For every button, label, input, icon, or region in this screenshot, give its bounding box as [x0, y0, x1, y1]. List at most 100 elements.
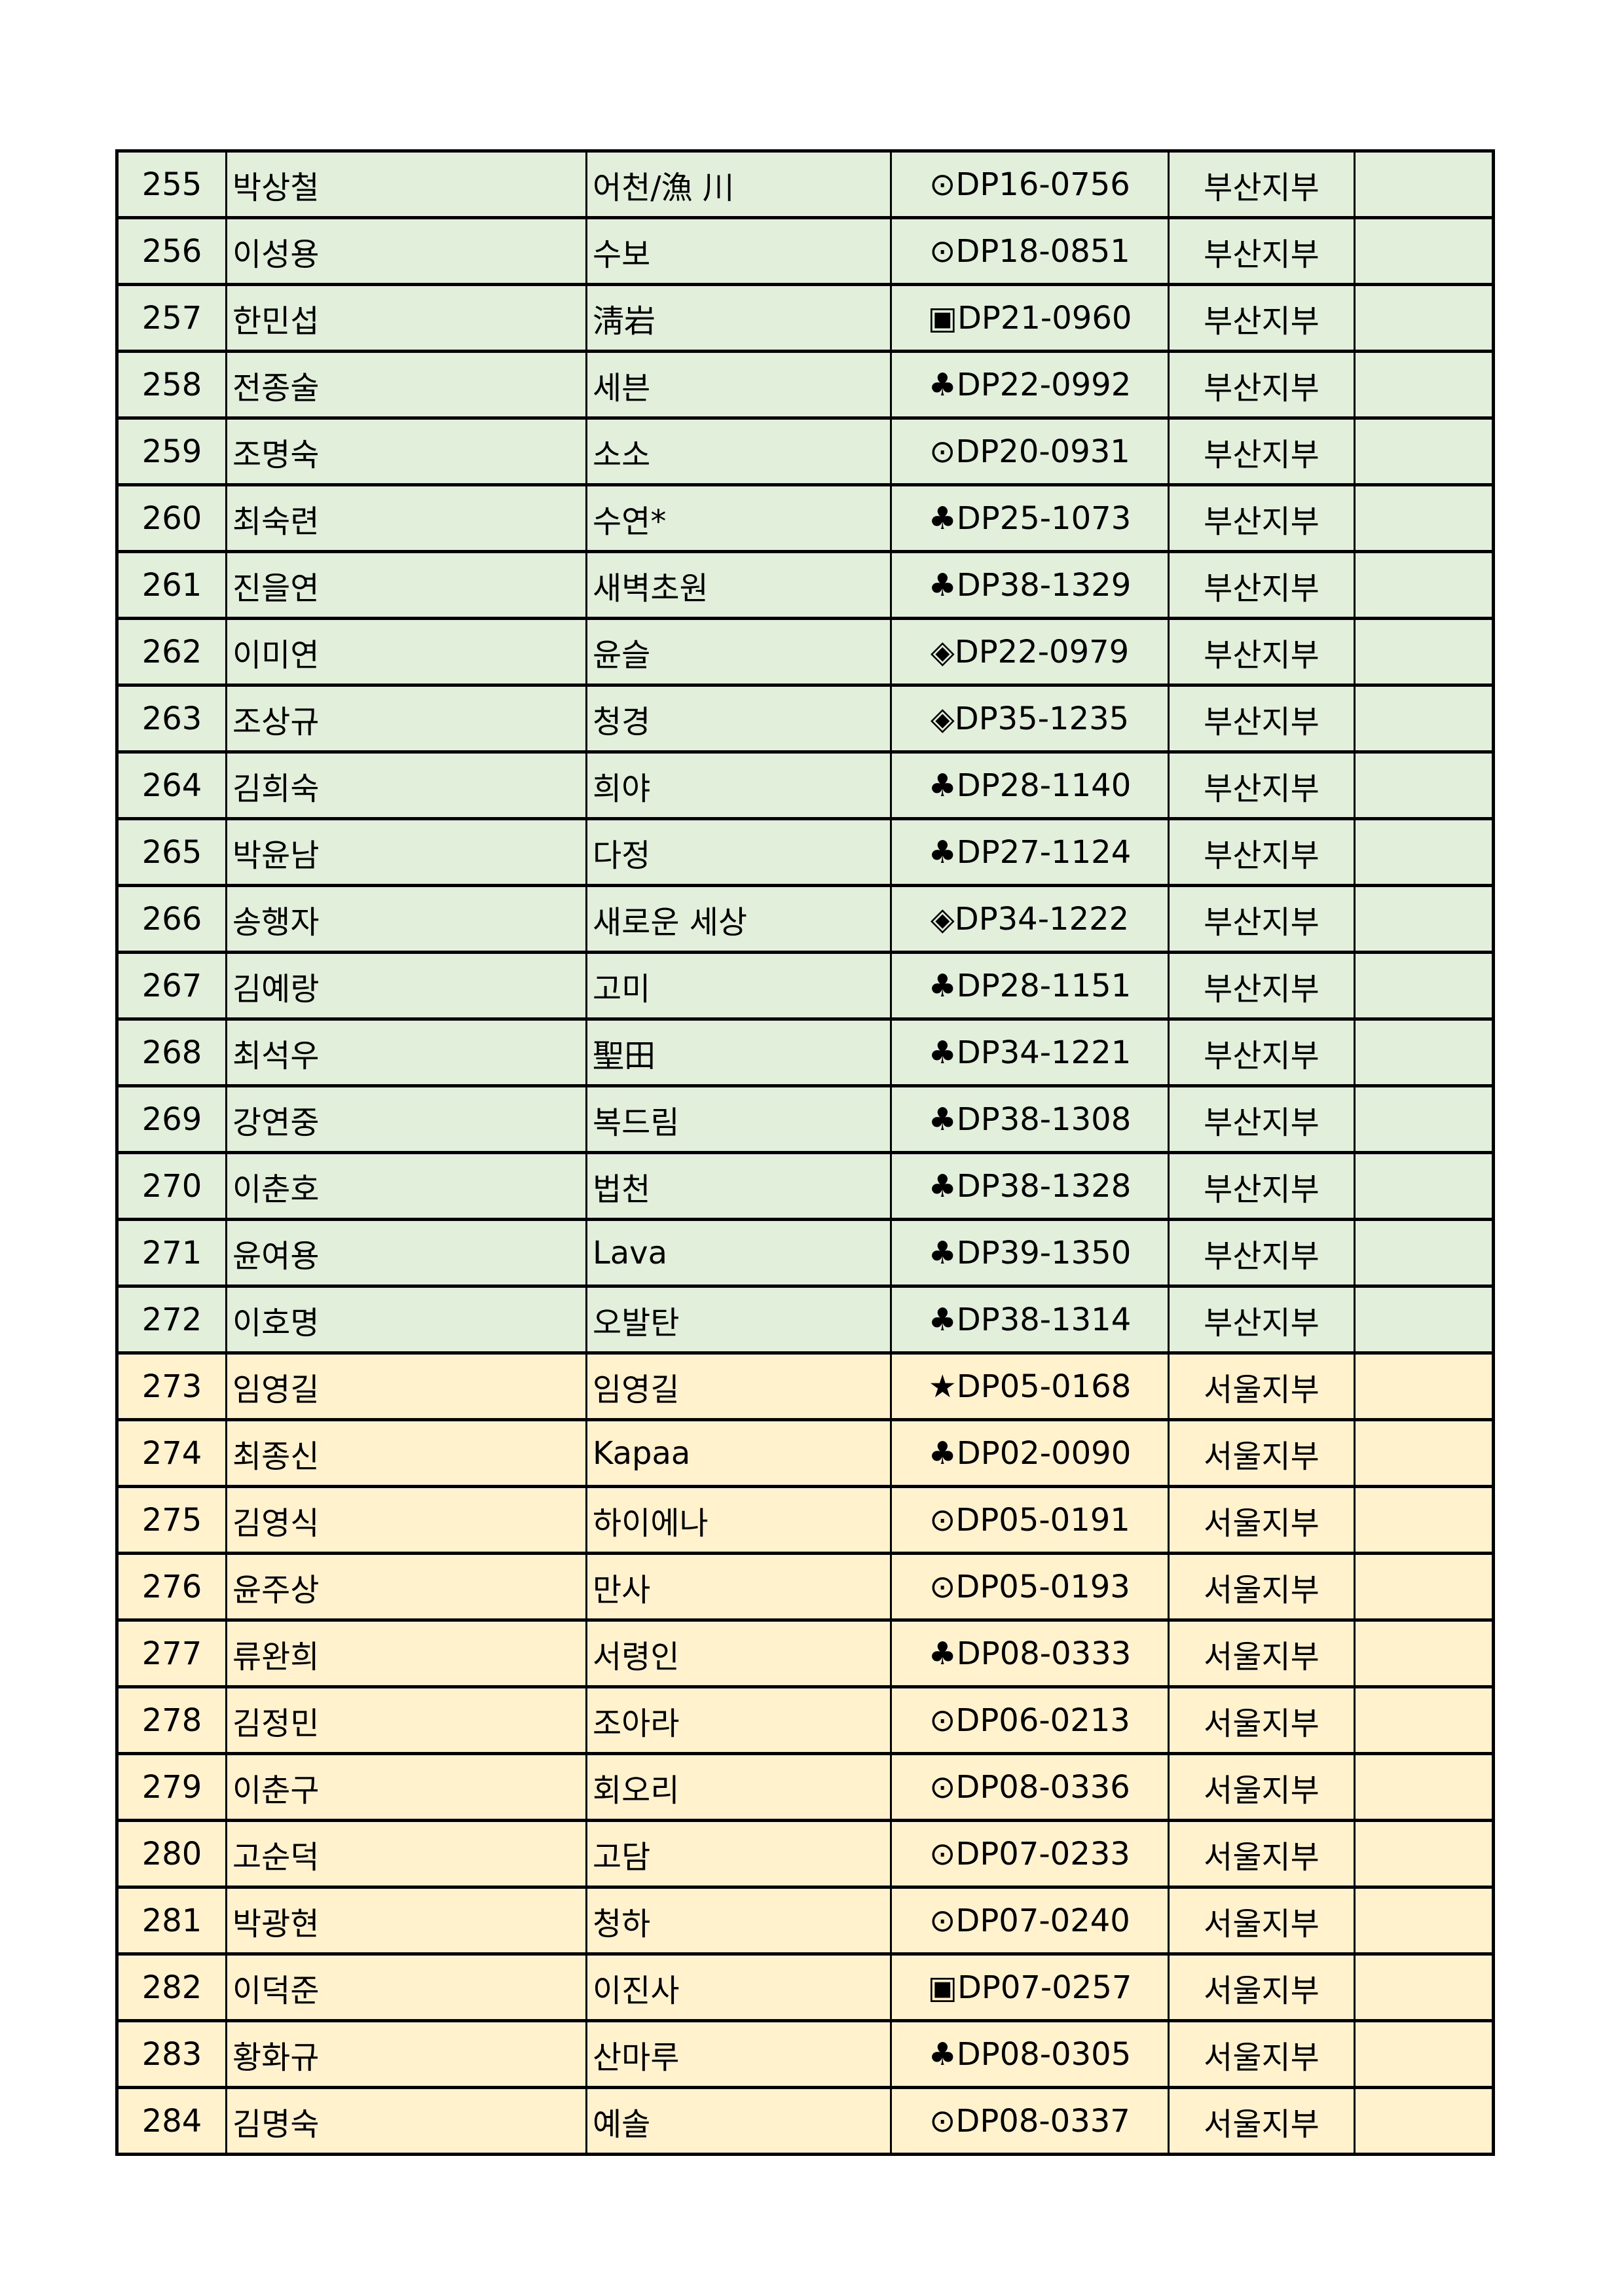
name-cell: 조명숙: [225, 416, 587, 486]
no-cell: 259: [116, 416, 227, 486]
note-cell: [1354, 1017, 1494, 1087]
code-cell: ♣DP38-1328: [890, 1151, 1170, 1221]
name-cell: 최종신: [225, 1418, 587, 1488]
branch-cell: 부산지부: [1168, 750, 1356, 820]
nickname-cell: 오발탄: [585, 1285, 892, 1355]
code-cell: ★DP05-0168: [890, 1351, 1170, 1421]
nickname-cell: 고미: [585, 951, 892, 1021]
table-row: 269 강연중 복드림 ♣DP38-1308 부산지부: [116, 1084, 1494, 1154]
branch-cell: 부산지부: [1168, 550, 1356, 620]
table-row: 274 최종신 Kapaa ♣DP02-0090 서울지부: [116, 1418, 1494, 1488]
name-cell: 이미연: [225, 617, 587, 687]
nickname-cell: 만사: [585, 1552, 892, 1622]
branch-cell: 부산지부: [1168, 350, 1356, 420]
code-cell: ⊙DP08-0337: [890, 2086, 1170, 2156]
branch-cell: 부산지부: [1168, 683, 1356, 754]
code-cell: ⊙DP06-0213: [890, 1685, 1170, 1755]
table-row: 267 김예랑 고미 ♣DP28-1151 부산지부: [116, 951, 1494, 1021]
code-cell: ⊙DP07-0240: [890, 1886, 1170, 1956]
no-cell: 276: [116, 1552, 227, 1622]
table-row: 276 윤주상 만사 ⊙DP05-0193 서울지부: [116, 1552, 1494, 1622]
nickname-cell: 윤슬: [585, 617, 892, 687]
code-cell: ♣DP08-0305: [890, 2019, 1170, 2089]
branch-cell: 부산지부: [1168, 216, 1356, 286]
no-cell: 281: [116, 1886, 227, 1956]
branch-cell: 부산지부: [1168, 483, 1356, 553]
name-cell: 이성용: [225, 216, 587, 286]
branch-cell: 서울지부: [1168, 1418, 1356, 1488]
name-cell: 이춘호: [225, 1151, 587, 1221]
name-cell: 박광현: [225, 1886, 587, 1956]
code-cell: ◈DP34-1222: [890, 884, 1170, 954]
nickname-cell: 새벽초원: [585, 550, 892, 620]
note-cell: [1354, 1552, 1494, 1622]
no-cell: 278: [116, 1685, 227, 1755]
note-cell: [1354, 1952, 1494, 2022]
name-cell: 한민섭: [225, 283, 587, 353]
no-cell: 264: [116, 750, 227, 820]
name-cell: 김영식: [225, 1485, 587, 1555]
no-cell: 256: [116, 216, 227, 286]
note-cell: [1354, 1752, 1494, 1822]
note-cell: [1354, 1151, 1494, 1221]
table-row: 270 이춘호 법천 ♣DP38-1328 부산지부: [116, 1151, 1494, 1221]
branch-cell: 서울지부: [1168, 1351, 1356, 1421]
no-cell: 271: [116, 1218, 227, 1288]
code-cell: ▣DP21-0960: [890, 283, 1170, 353]
code-cell: ⊙DP20-0931: [890, 416, 1170, 486]
name-cell: 이호명: [225, 1285, 587, 1355]
note-cell: [1354, 350, 1494, 420]
table-row: 281 박광현 청하 ⊙DP07-0240 서울지부: [116, 1886, 1494, 1956]
branch-cell: 서울지부: [1168, 2019, 1356, 2089]
no-cell: 260: [116, 483, 227, 553]
nickname-cell: Lava: [585, 1218, 892, 1288]
no-cell: 263: [116, 683, 227, 754]
table-row: 256 이성용 수보 ⊙DP18-0851 부산지부: [116, 216, 1494, 286]
no-cell: 275: [116, 1485, 227, 1555]
table-row: 278 김정민 조아라 ⊙DP06-0213 서울지부: [116, 1685, 1494, 1755]
table-row: 268 최석우 聖田 ♣DP34-1221 부산지부: [116, 1017, 1494, 1087]
code-cell: ♣DP39-1350: [890, 1218, 1170, 1288]
note-cell: [1354, 817, 1494, 887]
table-row: 261 진을연 새벽초원 ♣DP38-1329 부산지부: [116, 550, 1494, 620]
name-cell: 김명숙: [225, 2086, 587, 2156]
code-cell: ♣DP34-1221: [890, 1017, 1170, 1087]
name-cell: 조상규: [225, 683, 587, 754]
table-row: 282 이덕준 이진사 ▣DP07-0257 서울지부: [116, 1952, 1494, 2022]
branch-cell: 서울지부: [1168, 1752, 1356, 1822]
name-cell: 박윤남: [225, 817, 587, 887]
name-cell: 송행자: [225, 884, 587, 954]
table-row: 279 이춘구 회오리 ⊙DP08-0336 서울지부: [116, 1752, 1494, 1822]
no-cell: 282: [116, 1952, 227, 2022]
nickname-cell: 청하: [585, 1886, 892, 1956]
table-row: 264 김희숙 희야 ♣DP28-1140 부산지부: [116, 750, 1494, 820]
note-cell: [1354, 1886, 1494, 1956]
note-cell: [1354, 416, 1494, 486]
member-table: 255 박상철 어천/漁 川 ⊙DP16-0756 부산지부 256 이성용 수보 ⊙DP18-…: [115, 149, 1495, 2156]
code-cell: ◈DP35-1235: [890, 683, 1170, 754]
no-cell: 283: [116, 2019, 227, 2089]
no-cell: 272: [116, 1285, 227, 1355]
nickname-cell: 새로운 세상: [585, 884, 892, 954]
note-cell: [1354, 1285, 1494, 1355]
code-cell: ♣DP38-1314: [890, 1285, 1170, 1355]
no-cell: 267: [116, 951, 227, 1021]
name-cell: 이덕준: [225, 1952, 587, 2022]
branch-cell: 부산지부: [1168, 1218, 1356, 1288]
table-row: 255 박상철 어천/漁 川 ⊙DP16-0756 부산지부: [116, 149, 1494, 219]
name-cell: 황화규: [225, 2019, 587, 2089]
no-cell: 258: [116, 350, 227, 420]
nickname-cell: 어천/漁 川: [585, 149, 892, 219]
name-cell: 박상철: [225, 149, 587, 219]
no-cell: 270: [116, 1151, 227, 1221]
branch-cell: 서울지부: [1168, 1685, 1356, 1755]
nickname-cell: 희야: [585, 750, 892, 820]
table-row: 272 이호명 오발탄 ♣DP38-1314 부산지부: [116, 1285, 1494, 1355]
table-row: 258 전종술 세븐 ♣DP22-0992 부산지부: [116, 350, 1494, 420]
code-cell: ♣DP08-0333: [890, 1618, 1170, 1688]
branch-cell: 부산지부: [1168, 149, 1356, 219]
no-cell: 265: [116, 817, 227, 887]
no-cell: 274: [116, 1418, 227, 1488]
no-cell: 284: [116, 2086, 227, 2156]
nickname-cell: 수보: [585, 216, 892, 286]
